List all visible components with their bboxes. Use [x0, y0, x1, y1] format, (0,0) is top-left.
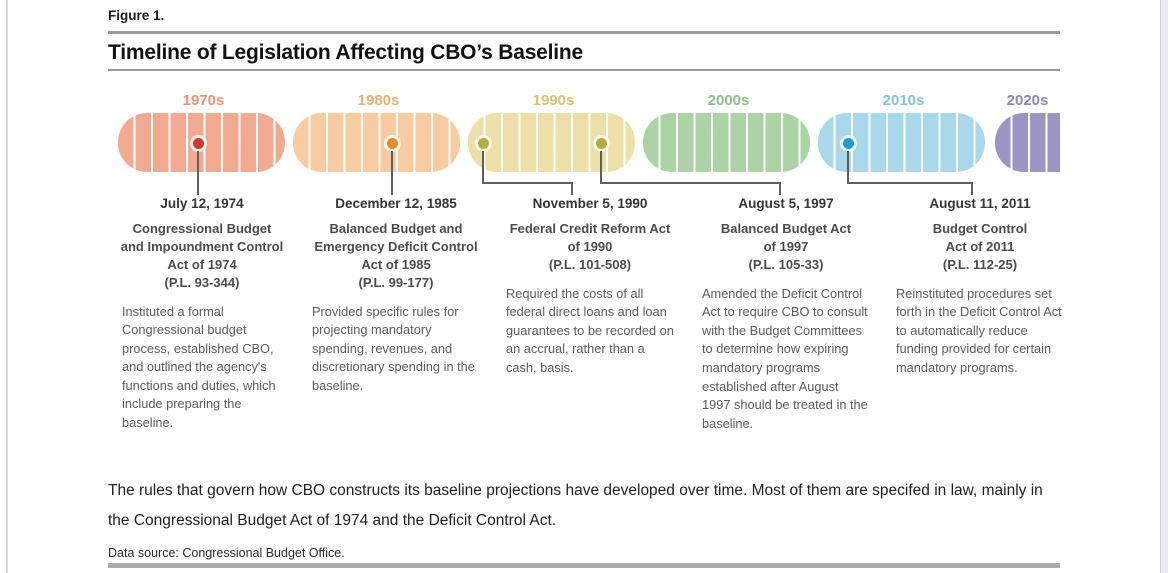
- event-date: July 12, 1974: [160, 196, 244, 211]
- event-dot-2011: [842, 137, 854, 149]
- event-act-title: Budget Control Act of 2011 (P.L. 112-25): [894, 220, 1066, 274]
- public-law-number: (P.L. 99-177): [358, 274, 434, 290]
- act-name: Balanced Budget Act of 1997: [720, 221, 852, 254]
- event-column-1974: July 12, 1974 Congressional Budget and I…: [120, 196, 284, 433]
- timeline-pill-2020s: [995, 113, 1060, 172]
- connector-1990-horizontal: [482, 182, 573, 184]
- public-law-number: (P.L. 101-508): [548, 256, 632, 272]
- page-left-border: [6, 0, 8, 573]
- event-dot-1974: [192, 137, 204, 149]
- event-date: December 12, 1985: [335, 196, 457, 211]
- decade-label-1970s: 1970s: [182, 92, 225, 109]
- title-bottom-rule: [108, 69, 1060, 71]
- event-act-title: Balanced Budget Act of 1997 (P.L. 105-33…: [700, 220, 872, 274]
- decade-label-2000s: 2000s: [707, 92, 750, 109]
- act-name: Budget Control Act of 2011: [932, 221, 1028, 254]
- event-column-2011: August 11, 2011 Budget Control Act of 20…: [894, 196, 1066, 378]
- event-act-title: Congressional Budget and Impoundment Con…: [120, 220, 284, 292]
- event-column-1990: November 5, 1990 Federal Credit Reform A…: [504, 196, 676, 378]
- event-column-1997: August 5, 1997 Balanced Budget Act of 19…: [700, 196, 872, 433]
- decade-label-2010s: 2010s: [882, 92, 925, 109]
- event-column-1985: December 12, 1985 Balanced Budget and Em…: [310, 196, 482, 395]
- act-name: Federal Credit Reform Act of 1990: [509, 221, 671, 254]
- act-name: Congressional Budget and Impoundment Con…: [120, 221, 284, 272]
- data-source-note: Data source: Congressional Budget Office…: [108, 546, 345, 560]
- connector-1997-drop: [779, 182, 781, 195]
- event-description: Reinstituted procedures set forth in the…: [896, 285, 1062, 375]
- event-date: August 5, 1997: [738, 196, 834, 211]
- connector-2011-vertical: [847, 151, 849, 184]
- figure-bottom-rule: [108, 563, 1060, 568]
- page-title: Timeline of Legislation Affecting CBO’s …: [108, 41, 584, 64]
- decade-label-1980s: 1980s: [357, 92, 400, 109]
- public-law-number: (P.L. 93-344): [164, 274, 240, 290]
- connector-2011-horizontal: [847, 182, 973, 184]
- timeline-pill-1990s: [468, 113, 635, 172]
- event-act-title: Federal Credit Reform Act of 1990 (P.L. …: [504, 220, 676, 274]
- timeline-pill-2000s: [643, 113, 810, 172]
- connector-1997-vertical: [600, 151, 602, 184]
- connector-1990-drop: [571, 182, 573, 195]
- act-name: Balanced Budget and Emergency Deficit Co…: [314, 221, 478, 272]
- connector-1974: [197, 151, 199, 195]
- decade-label-2020s: 2020s: [1006, 92, 1049, 109]
- event-date: November 5, 1990: [532, 196, 648, 211]
- title-top-rule: [108, 31, 1060, 34]
- decade-label-1990s: 1990s: [532, 92, 575, 109]
- event-dot-1985: [386, 137, 398, 149]
- event-act-title: Balanced Budget and Emergency Deficit Co…: [310, 220, 482, 292]
- public-law-number: (P.L. 112-25): [942, 256, 1018, 272]
- event-description: Provided specific rules for projecting m…: [312, 303, 475, 393]
- event-description: Required the costs of all federal direct…: [506, 285, 674, 375]
- event-description: Amended the Deficit Control Act to requi…: [702, 285, 868, 431]
- connector-1997-horizontal: [600, 182, 781, 184]
- page-right-border: [1160, 0, 1168, 573]
- connector-1990-vertical: [482, 151, 484, 184]
- timeline-pill-1980s: [293, 113, 460, 172]
- figure-caption: The rules that govern how CBO constructs…: [108, 482, 1043, 530]
- event-date: August 11, 2011: [929, 196, 1031, 211]
- event-dot-1990: [477, 137, 489, 149]
- connector-2011-drop: [971, 182, 973, 195]
- connector-1985: [391, 151, 393, 195]
- figure-label: Figure 1.: [108, 8, 165, 23]
- public-law-number: (P.L. 105-33): [748, 256, 824, 272]
- event-dot-1997: [595, 137, 607, 149]
- event-description: Instituted a formal Congressional budget…: [122, 303, 276, 431]
